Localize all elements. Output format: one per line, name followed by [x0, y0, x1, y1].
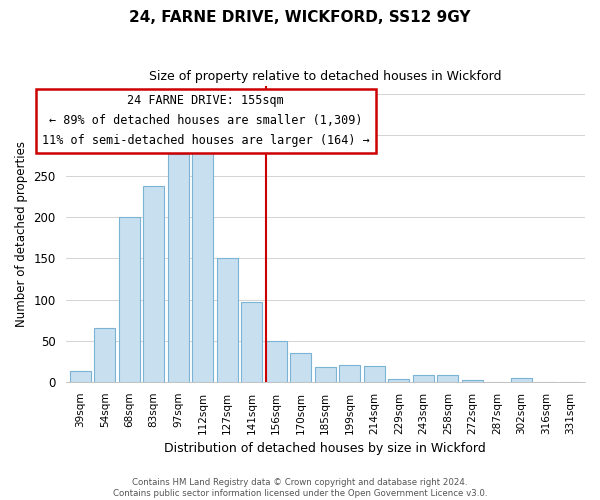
Bar — [364, 366, 385, 382]
Text: 24, FARNE DRIVE, WICKFORD, SS12 9GY: 24, FARNE DRIVE, WICKFORD, SS12 9GY — [129, 10, 471, 25]
Bar — [70, 371, 91, 382]
Title: Size of property relative to detached houses in Wickford: Size of property relative to detached ho… — [149, 70, 502, 83]
Bar — [143, 186, 164, 382]
X-axis label: Distribution of detached houses by size in Wickford: Distribution of detached houses by size … — [164, 442, 486, 455]
Bar — [437, 375, 458, 382]
Bar — [266, 340, 287, 382]
Bar — [241, 302, 262, 382]
Bar — [413, 375, 434, 382]
Bar — [388, 378, 409, 382]
Bar — [290, 353, 311, 382]
Bar — [193, 143, 213, 382]
Text: Contains HM Land Registry data © Crown copyright and database right 2024.
Contai: Contains HM Land Registry data © Crown c… — [113, 478, 487, 498]
Bar — [217, 258, 238, 382]
Bar — [462, 380, 482, 382]
Bar — [511, 378, 532, 382]
Bar — [340, 366, 360, 382]
Y-axis label: Number of detached properties: Number of detached properties — [15, 140, 28, 326]
Bar — [168, 154, 188, 382]
Bar — [119, 217, 140, 382]
Text: 24 FARNE DRIVE: 155sqm
← 89% of detached houses are smaller (1,309)
11% of semi-: 24 FARNE DRIVE: 155sqm ← 89% of detached… — [42, 94, 370, 148]
Bar — [315, 367, 335, 382]
Bar — [94, 328, 115, 382]
